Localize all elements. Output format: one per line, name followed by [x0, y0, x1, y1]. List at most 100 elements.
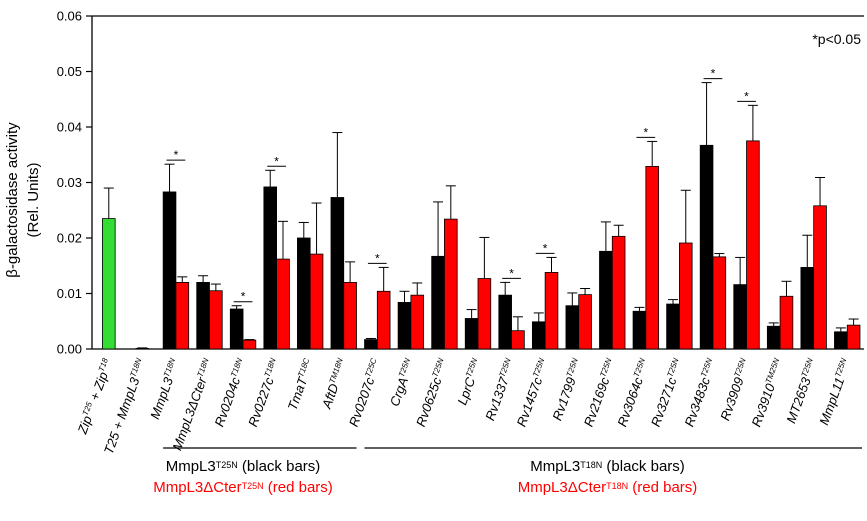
x-category-label-sup: TM25N: [764, 357, 782, 385]
x-category-label-sup: T18C: [296, 357, 311, 379]
black-bar: [263, 186, 278, 350]
significance-star: *: [174, 148, 179, 162]
x-category-label: MmpL11T25N: [816, 357, 854, 427]
x-category-label: MmpL3T18N: [147, 357, 183, 421]
y-axis-label: β-galactosidase activity: [4, 122, 21, 278]
x-category-label-text: Rv0207c: [346, 375, 378, 429]
x-category-label: Rv0204cT18N: [212, 357, 250, 429]
red-bar: [343, 281, 357, 350]
black-bar: [162, 191, 177, 350]
x-category-label-text: Rv1457c: [514, 375, 546, 429]
black-bar: [699, 144, 714, 350]
red-bar: [309, 253, 324, 350]
x-category-label-text: TmaT: [285, 374, 311, 412]
x-category-label-text: MmpL3ΔCter: [169, 375, 210, 453]
x-category-label: Rv0625cT25N: [413, 357, 451, 429]
x-category-label: MT2653T25N: [783, 357, 820, 426]
significance-star: *: [744, 89, 749, 103]
x-category-label-text: Rv3910: [749, 381, 779, 429]
y-tick-label: 0.03: [57, 175, 82, 190]
y-axis-label-units: (Rel. Units): [25, 162, 42, 237]
y-tick-label: 0.01: [57, 286, 82, 301]
x-category-label: MmpL3ΔCterT18N: [169, 357, 216, 453]
x-category-label-text: Rv0204c: [212, 375, 244, 429]
x-category-label: Rv1799T25N: [549, 357, 585, 423]
red-bar: [376, 290, 391, 350]
x-category-label-text: CrgA: [387, 375, 411, 408]
y-tick-label: 0.05: [57, 64, 82, 79]
x-category-label-text: Rv3271c: [648, 375, 680, 429]
red-bar: [410, 294, 425, 350]
x-category-label-text: T25 + MmpL3: [101, 375, 143, 457]
x-category-label: T25 + MmpL3T18N: [101, 357, 149, 456]
significance-note: *p<0.05: [812, 31, 861, 47]
black-bar: [632, 310, 647, 350]
red-bar: [846, 324, 861, 350]
significance-star: *: [274, 154, 279, 168]
significance-star: *: [241, 290, 246, 304]
x-category-label-sup: T25N: [632, 357, 647, 379]
x-category-label-sup: T25N: [699, 357, 714, 379]
control-bar: [102, 218, 116, 350]
x-category-label-text: + Zip: [86, 370, 111, 406]
x-category-label-text: Rv3909: [717, 375, 746, 422]
black-bar: [297, 237, 311, 350]
x-category-label-sup: T25N: [397, 357, 412, 379]
x-category-label-sup: T18N: [196, 357, 211, 379]
black-bar: [733, 284, 747, 350]
black-bar: [397, 301, 412, 350]
x-category-label-sup: T18N: [162, 357, 177, 379]
x-category-label: Rv0207cT25C: [346, 357, 384, 429]
red-bar: [645, 166, 659, 350]
black-bar: [800, 267, 815, 350]
black-bar: [599, 250, 613, 350]
red-bar: [813, 205, 827, 350]
red-bar: [712, 256, 727, 350]
x-category-label: Rv3064cT25N: [614, 357, 652, 429]
x-category-label-sup: T25N: [665, 357, 680, 379]
x-category-label-text: Rv1799: [549, 375, 578, 422]
black-bar: [431, 255, 445, 350]
y-tick-label: 0.02: [57, 231, 82, 246]
x-category-label-sup: T25N: [430, 357, 445, 379]
black-bar: [464, 318, 479, 350]
black-bar: [196, 281, 210, 350]
x-category-label-text: MT2653: [783, 375, 814, 426]
red-bar: [611, 235, 626, 350]
red-bar: [175, 281, 190, 350]
black-bar: [766, 325, 781, 350]
red-bar: [544, 272, 559, 350]
x-category-label-sup: T25N: [498, 357, 513, 379]
x-category-label-sup: T25N: [565, 357, 580, 379]
x-category-label-text: Rv3064c: [614, 375, 646, 429]
x-category-label-sup: T18N: [229, 357, 244, 379]
x-category-label-sup: T25N: [833, 357, 848, 379]
x-category-label-text: Rv0625c: [413, 375, 445, 429]
x-category-label: Rv3910TM25N: [749, 357, 787, 429]
group-label-t18n-red: MmpL3ΔCterT18N (red bars): [517, 479, 698, 496]
black-bar: [565, 305, 580, 350]
red-bar: [779, 295, 794, 350]
x-category-label-text: Rv3483c: [681, 375, 713, 429]
control-bar: [135, 348, 150, 350]
x-category-label-sup: TM18N: [327, 357, 345, 385]
red-bar: [276, 258, 290, 350]
black-bar: [229, 308, 244, 350]
x-category-label-sup: T25N: [531, 357, 546, 379]
x-category-label-text: MmpL3: [147, 375, 176, 422]
x-category-label: Rv3483cT25N: [681, 357, 719, 429]
black-bar: [531, 321, 546, 350]
red-bar: [242, 339, 257, 350]
black-bar: [364, 339, 378, 350]
group-label-t18n-black: MmpL3T18N (black bars): [530, 458, 685, 475]
red-bar: [444, 218, 458, 350]
red-bar: [511, 330, 525, 350]
x-category-label: Rv2169cT25N: [581, 357, 619, 429]
x-category-label: LprCT25N: [454, 357, 485, 407]
x-category-label: Rv1337T25N: [482, 357, 518, 423]
red-bar: [209, 290, 223, 350]
x-category-label: Rv3271cT25N: [648, 357, 686, 429]
red-bar: [578, 294, 592, 350]
significance-star: *: [509, 266, 514, 280]
x-category-label: CrgAT25N: [387, 357, 418, 409]
